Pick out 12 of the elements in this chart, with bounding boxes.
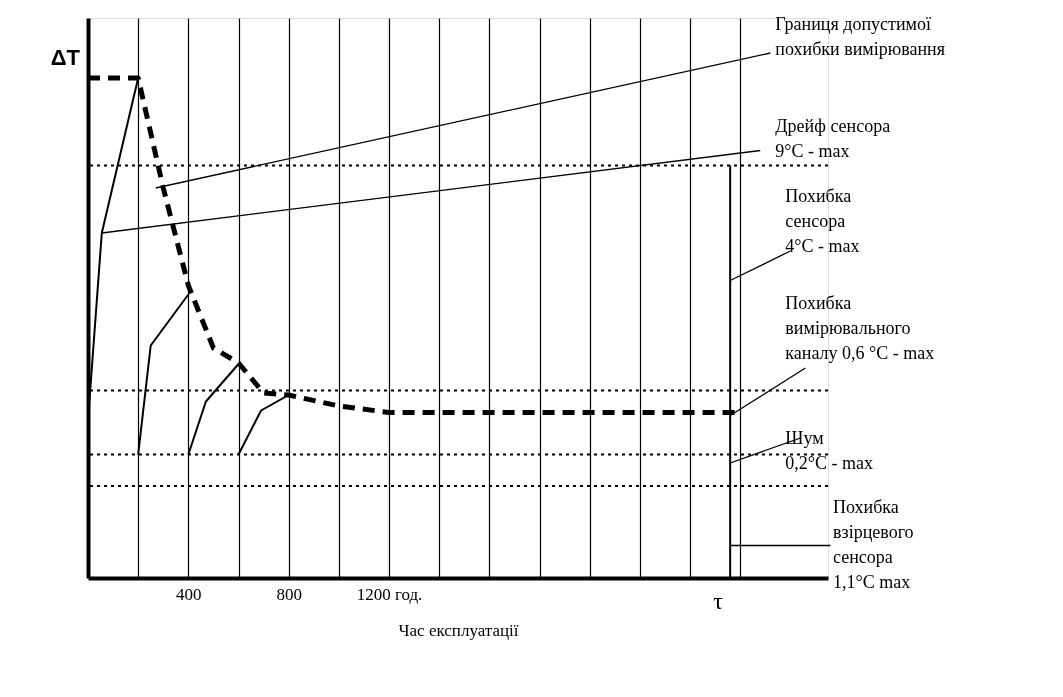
x-axis-title: Час експлуатації bbox=[398, 620, 519, 640]
x-tick-label: 800 bbox=[276, 584, 302, 604]
annotation: Похибка вимірювального каналу 0,6 °C - max bbox=[785, 292, 935, 363]
annotation: Похибка взірцевого сенсора 1,1°C max bbox=[833, 497, 914, 592]
annotation: Похибка сенсора 4°C - max bbox=[785, 186, 860, 256]
annotation: Границя допустимої похибки вимірювання bbox=[775, 13, 945, 59]
y-axis-title: ΔT bbox=[50, 45, 81, 70]
annotation: Шум 0,2°C - max bbox=[785, 427, 874, 473]
x-tick-label: 1200 год. bbox=[356, 584, 423, 604]
x-tick-label: 400 bbox=[176, 584, 202, 604]
text: τ bbox=[713, 588, 724, 614]
annotation: Дрейф сенсора 9°C - max bbox=[775, 116, 891, 161]
